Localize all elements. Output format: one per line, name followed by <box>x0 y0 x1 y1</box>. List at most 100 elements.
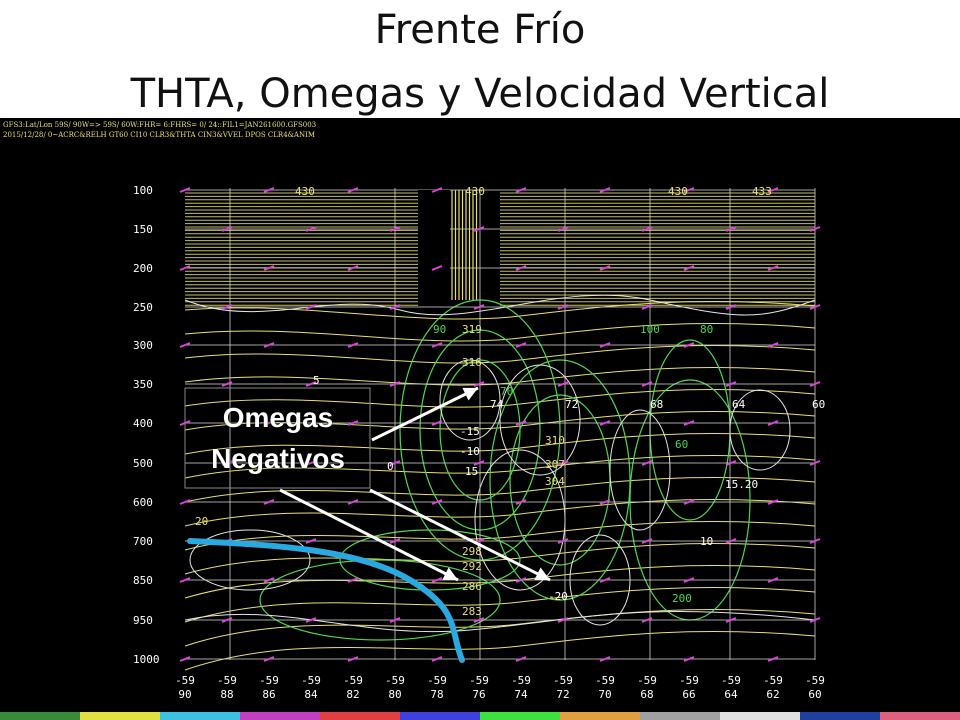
wind-barb <box>431 187 443 193</box>
x-axis-lon-label: 60 <box>808 688 821 701</box>
theta-line <box>184 498 816 527</box>
wind-barb <box>515 265 527 271</box>
contour-label: 310 <box>545 434 565 447</box>
contour-label: 430 <box>295 185 315 198</box>
cross-section-panel: 100 150 200 250 300 350 400 500 600 700 850 950 1000… <box>0 118 960 720</box>
annotation-arrow <box>369 488 551 582</box>
wind-barb <box>641 381 653 387</box>
wind-barb <box>557 226 569 232</box>
x-axis-lat-label: -59 <box>217 674 237 687</box>
wind-barb <box>767 187 779 193</box>
wind-barb <box>809 226 821 232</box>
wind-barb <box>347 342 359 348</box>
slide-title-line2: THTA, Omegas y Velocidad Vertical <box>130 71 830 117</box>
wind-barb <box>683 499 695 505</box>
x-axis-lat-label: -59 <box>385 674 405 687</box>
omega-contour <box>184 610 816 633</box>
wind-barb <box>347 499 359 505</box>
annotation-arrowhead <box>442 567 458 580</box>
x-axis-lon-label: 62 <box>766 688 779 701</box>
x-axis-lon-label: 90 <box>178 688 191 701</box>
omega-contour <box>189 529 311 591</box>
contour-label: 292 <box>462 560 482 573</box>
theta-line <box>184 586 816 623</box>
wind-barb <box>557 460 569 466</box>
wind-barb <box>725 304 737 310</box>
wind-barb <box>221 381 233 387</box>
contour-label: 72 <box>565 398 578 411</box>
wind-barb <box>473 381 485 387</box>
wind-barb <box>515 499 527 505</box>
wind-barb <box>221 226 233 232</box>
wind-barb <box>809 538 821 544</box>
wind-barb <box>263 577 275 583</box>
model-header-line1: GFS3:Lat/Lon 59S/ 90W=> 59S/ 60W:FHR= 6:… <box>3 121 317 129</box>
contour-label: 298 <box>462 545 482 558</box>
theta-line <box>184 520 816 551</box>
theta-line <box>184 476 816 503</box>
annotation-arrowhead <box>534 567 550 580</box>
callout-box <box>184 387 371 489</box>
wind-barb <box>473 226 485 232</box>
wind-barb <box>641 617 653 623</box>
contour-label: 5 <box>313 374 320 387</box>
wind-barb <box>683 187 695 193</box>
contour-label: 307 <box>545 458 565 471</box>
contour-label: 286 <box>462 580 482 593</box>
wind-barb <box>263 265 275 271</box>
slide-title-line1: Frente Frío <box>374 7 586 53</box>
contour-label: 70 <box>500 385 513 398</box>
x-axis-lon-label: 76 <box>472 688 485 701</box>
wind-barb <box>221 460 233 466</box>
wind-barb <box>179 577 191 583</box>
wind-barb <box>179 265 191 271</box>
contour-label: 15.20 <box>725 478 758 491</box>
x-axis-lon-label: 66 <box>682 688 695 701</box>
omega-contour <box>609 409 671 531</box>
pressure-level-label: 700 <box>133 535 153 548</box>
wind-barb <box>431 342 443 348</box>
wind-barb <box>305 538 317 544</box>
wind-barb <box>347 187 359 193</box>
wind-barb <box>683 656 695 662</box>
omega-contour <box>439 359 501 441</box>
contour-label: 100 <box>640 323 660 336</box>
wind-barb <box>389 538 401 544</box>
wind-barb <box>725 460 737 466</box>
wind-barb <box>305 460 317 466</box>
theta-line <box>184 322 816 342</box>
wind-barb <box>221 617 233 623</box>
wind-barb <box>641 304 653 310</box>
x-axis-lon-label: 68 <box>640 688 653 701</box>
contour-label: -15 <box>460 425 480 438</box>
contour-label: 316 <box>462 356 482 369</box>
pressure-level-label: 600 <box>133 496 153 509</box>
wind-barb <box>515 577 527 583</box>
x-axis-lat-label: -59 <box>805 674 825 687</box>
pressure-level-label: 400 <box>133 417 153 430</box>
pressure-level-label: 950 <box>133 614 153 627</box>
wind-barb <box>305 617 317 623</box>
contour-label: 0 <box>387 460 394 473</box>
x-axis-lat-label: -59 <box>553 674 573 687</box>
wind-barb <box>641 226 653 232</box>
wind-barb <box>725 226 737 232</box>
wind-barb <box>599 577 611 583</box>
wind-barb <box>767 342 779 348</box>
x-axis-lat-label: -59 <box>721 674 741 687</box>
pressure-level-label: 300 <box>133 339 153 352</box>
x-axis-lon-label: 86 <box>262 688 275 701</box>
wind-barb <box>431 265 443 271</box>
x-axis-lon-label: 88 <box>220 688 233 701</box>
wind-barb <box>557 304 569 310</box>
wind-barb <box>683 577 695 583</box>
wind-barb <box>263 420 275 426</box>
wind-barb <box>347 420 359 426</box>
contour-label: 433 <box>752 185 772 198</box>
wind-barb <box>599 420 611 426</box>
wind-barb <box>599 499 611 505</box>
theta-line <box>184 630 816 671</box>
theta-line <box>184 432 816 455</box>
wind-barb <box>347 265 359 271</box>
wind-barb <box>263 187 275 193</box>
